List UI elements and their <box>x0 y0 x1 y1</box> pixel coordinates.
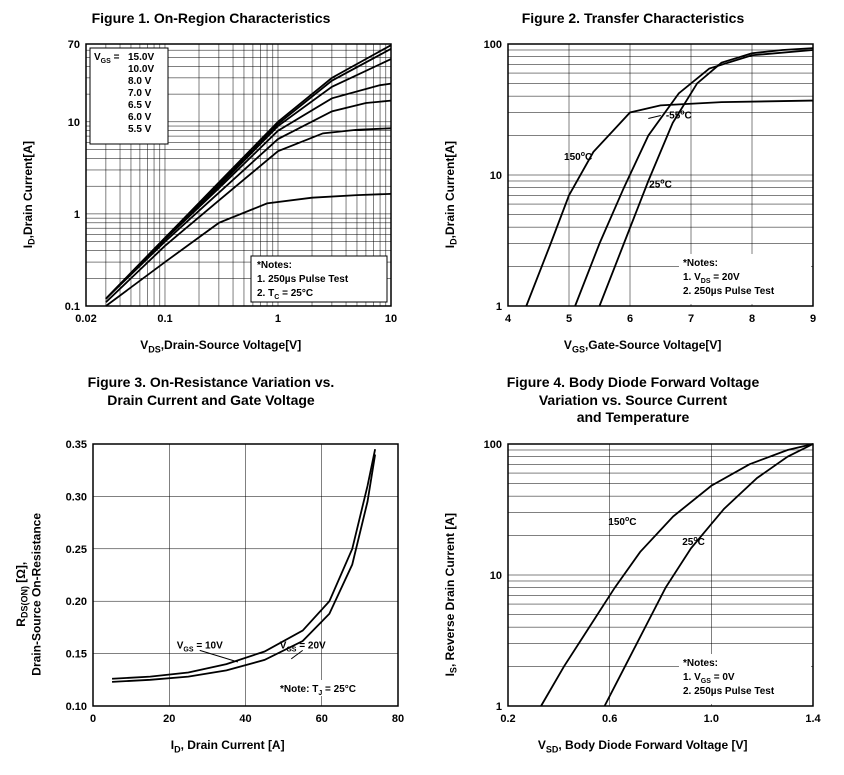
figure-4-chart: IS, Reverse Drain Current [A] 0.2 0.6 1.0 1… <box>443 434 822 754</box>
figure-2-xlabel: VGS,Gate-Source Voltage[V] <box>463 338 823 354</box>
figure-1-panel: Figure 1. On-Region Characteristics ID,D… <box>10 10 412 354</box>
figure-1-svg: 0.020.11100.111070VGS =15.0V10.0V8.0 V7.… <box>41 34 401 334</box>
figure-3-svg: 0 20 40 60 80 0.10 0.15 0.20 0.25 0.30 0.35 VGS = 1… <box>48 434 408 734</box>
figure-4-title-l3: and Temperature <box>577 409 690 425</box>
figure-4-title-l1: Figure 4. Body Diode Forward Voltage <box>507 374 760 390</box>
figure-2-chart: ID,Drain Current[A] 4 5 6 7 8 9 1 10 100 150oC -55… <box>443 34 822 354</box>
svg-text:0.6: 0.6 <box>602 713 617 725</box>
svg-text:*Notes:: *Notes: <box>683 658 718 669</box>
figure-3-panel: Figure 3. On-Resistance Variation vs. Dr… <box>10 374 412 754</box>
figure-4-xlabel: VSD, Body Diode Forward Voltage [V] <box>463 738 823 754</box>
svg-text:6.5 V: 6.5 V <box>128 100 152 111</box>
svg-text:5: 5 <box>566 313 572 325</box>
svg-text:15.0V: 15.0V <box>128 52 154 63</box>
svg-text:10: 10 <box>385 313 397 325</box>
svg-text:VGS = 10V: VGS = 10V <box>176 641 222 654</box>
figure-4-panel: Figure 4. Body Diode Forward Voltage Var… <box>432 374 834 754</box>
svg-text:6.0 V: 6.0 V <box>128 112 152 123</box>
figure-4-ylabel: IS, Reverse Drain Current [A] <box>443 513 458 676</box>
svg-text:6: 6 <box>627 313 633 325</box>
svg-text:0.35: 0.35 <box>65 439 86 451</box>
figure-3-xlabel: ID, Drain Current [A] <box>48 738 408 754</box>
svg-text:40: 40 <box>239 713 251 725</box>
svg-text:0.02: 0.02 <box>75 313 96 325</box>
svg-text:20: 20 <box>163 713 175 725</box>
svg-text:1: 1 <box>496 701 502 713</box>
svg-text:150oC: 150oC <box>564 151 592 163</box>
svg-text:1. 250µs Pulse Test: 1. 250µs Pulse Test <box>257 274 349 285</box>
svg-text:10: 10 <box>489 170 501 182</box>
svg-text:10: 10 <box>67 117 79 129</box>
svg-text:0.30: 0.30 <box>65 492 86 504</box>
svg-text:1.0: 1.0 <box>703 713 718 725</box>
figure-3-title-l2: Drain Current and Gate Voltage <box>107 392 314 408</box>
svg-text:100: 100 <box>483 439 501 451</box>
svg-text:10: 10 <box>489 570 501 582</box>
svg-text:1: 1 <box>74 209 80 221</box>
svg-text:1: 1 <box>275 313 281 325</box>
figure-2-svg: 456789110100150oC-55oC25oC*Notes:1. VDS … <box>463 34 823 334</box>
svg-text:2. 250µs Pulse Test: 2. 250µs Pulse Test <box>683 686 775 697</box>
svg-text:25oC: 25oC <box>649 179 672 191</box>
svg-text:7.0 V: 7.0 V <box>128 88 152 99</box>
svg-text:1: 1 <box>496 301 502 313</box>
figure-4-title-l2: Variation vs. Source Current <box>539 392 727 408</box>
svg-text:1.4: 1.4 <box>805 713 821 725</box>
figure-1-title: Figure 1. On-Region Characteristics <box>92 10 331 28</box>
svg-text:80: 80 <box>392 713 404 725</box>
svg-text:5.5 V: 5.5 V <box>128 124 152 135</box>
svg-text:60: 60 <box>315 713 327 725</box>
figure-4-svg: 0.20.61.01.4110100150oC25oC*Notes:1. VGS… <box>463 434 823 734</box>
figure-2-ylabel: ID,Drain Current[A] <box>443 141 458 248</box>
figure-4-title: Figure 4. Body Diode Forward Voltage Var… <box>507 374 760 428</box>
figure-grid: Figure 1. On-Region Characteristics ID,D… <box>10 10 834 755</box>
svg-text:0.10: 0.10 <box>65 701 86 713</box>
figure-2-title: Figure 2. Transfer Characteristics <box>522 10 745 28</box>
figure-3-title-l1: Figure 3. On-Resistance Variation vs. <box>88 374 335 390</box>
svg-text:8.0 V: 8.0 V <box>128 76 152 87</box>
svg-text:0.1: 0.1 <box>157 313 172 325</box>
figure-1-ylabel: ID,Drain Current[A] <box>21 141 36 248</box>
svg-text:VGS = 20V: VGS = 20V <box>279 641 325 654</box>
svg-text:0.15: 0.15 <box>65 649 86 661</box>
figure-2-panel: Figure 2. Transfer Characteristics ID,Dr… <box>432 10 834 354</box>
figure-3-ylabel: RDS(ON) [Ω],Drain-Source On-Resistance <box>14 513 43 676</box>
svg-text:*Notes:: *Notes: <box>683 258 718 269</box>
svg-text:-55oC: -55oC <box>666 109 692 121</box>
svg-text:70: 70 <box>67 39 79 51</box>
svg-text:0.25: 0.25 <box>65 544 86 556</box>
svg-text:7: 7 <box>688 313 694 325</box>
figure-1-chart: ID,Drain Current[A] 0.020.11100.111070VG… <box>21 34 400 354</box>
svg-text:4: 4 <box>505 313 512 325</box>
svg-text:0: 0 <box>90 713 96 725</box>
svg-text:100: 100 <box>483 39 501 51</box>
svg-text:0.1: 0.1 <box>64 301 79 313</box>
figure-3-chart: RDS(ON) [Ω],Drain-Source On-Resistance 0… <box>14 434 407 754</box>
svg-text:8: 8 <box>749 313 755 325</box>
svg-text:9: 9 <box>810 313 816 325</box>
svg-text:2. 250µs Pulse Test: 2. 250µs Pulse Test <box>683 286 775 297</box>
figure-1-xlabel: VDS,Drain-Source Voltage[V] <box>41 338 401 354</box>
figure-3-title: Figure 3. On-Resistance Variation vs. Dr… <box>88 374 335 428</box>
svg-text:0.20: 0.20 <box>65 597 86 609</box>
svg-text:*Notes:: *Notes: <box>257 260 292 271</box>
svg-text:10.0V: 10.0V <box>128 64 154 75</box>
svg-text:150oC: 150oC <box>608 517 636 529</box>
svg-text:0.2: 0.2 <box>500 713 515 725</box>
